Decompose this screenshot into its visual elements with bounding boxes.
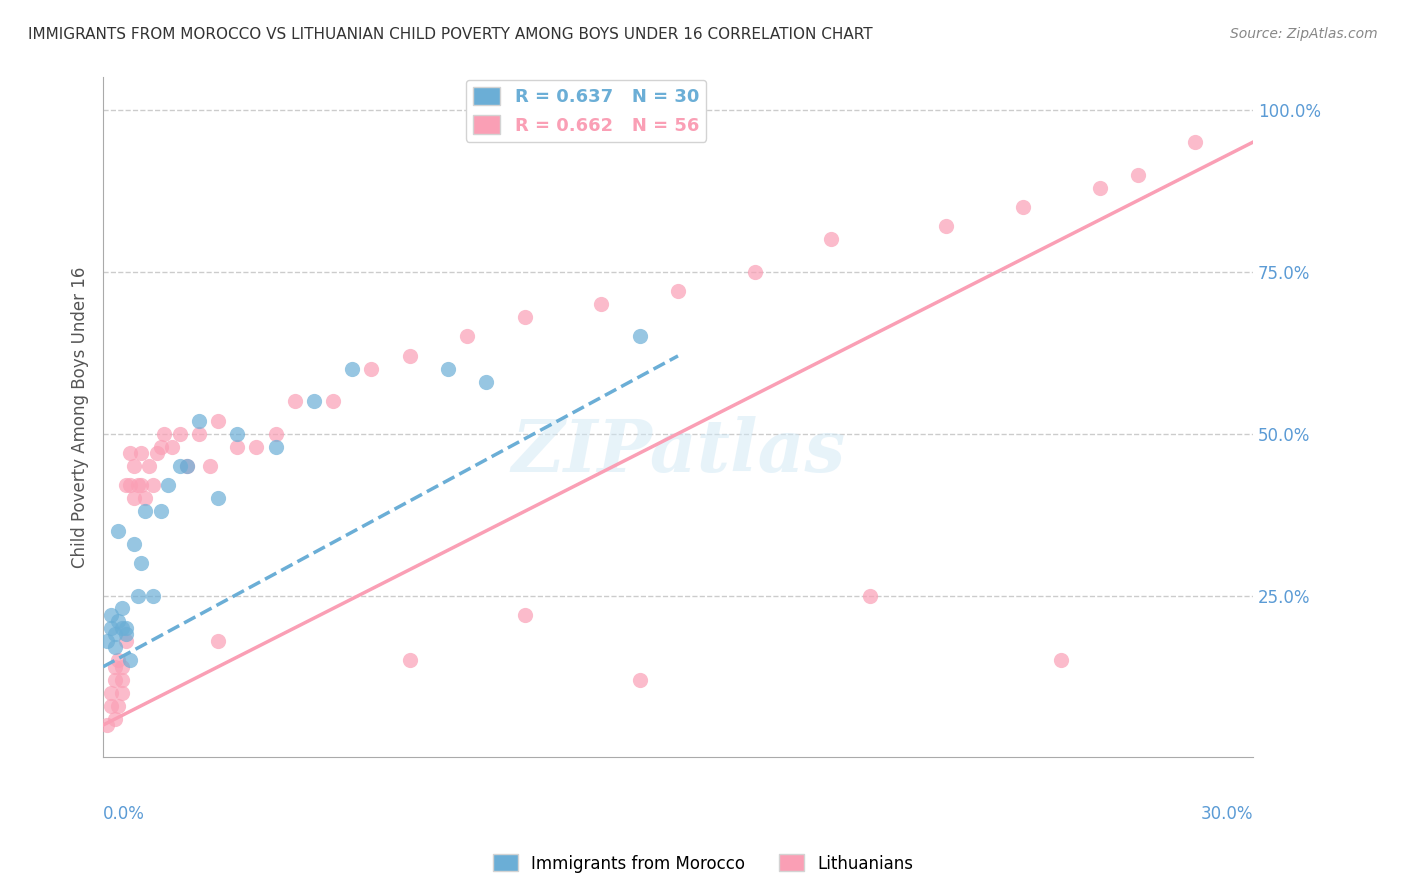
- Point: [100, 686, 122, 700]
- Point: [111, 621, 134, 635]
- Point: [628, 329, 651, 343]
- Point: [245, 440, 267, 454]
- Point: [264, 426, 287, 441]
- Point: [149, 440, 172, 454]
- Point: [360, 362, 382, 376]
- Point: [138, 458, 160, 473]
- Point: [115, 621, 138, 635]
- Point: [131, 478, 153, 492]
- Point: [207, 491, 229, 506]
- Point: [858, 589, 880, 603]
- Point: [100, 698, 122, 713]
- Point: [107, 615, 129, 629]
- Point: [160, 440, 183, 454]
- Point: [149, 504, 172, 518]
- Point: [115, 478, 138, 492]
- Point: [104, 673, 127, 687]
- Point: [513, 310, 536, 324]
- Point: [591, 297, 613, 311]
- Point: [118, 478, 141, 492]
- Point: [107, 698, 129, 713]
- Point: [169, 426, 191, 441]
- Point: [115, 633, 138, 648]
- Point: [456, 329, 478, 343]
- Point: [127, 478, 149, 492]
- Point: [207, 633, 229, 648]
- Text: ZIPatlas: ZIPatlas: [510, 416, 845, 487]
- Point: [100, 621, 122, 635]
- Point: [398, 653, 420, 667]
- Point: [513, 607, 536, 622]
- Point: [153, 426, 176, 441]
- Point: [1088, 180, 1111, 194]
- Point: [157, 478, 180, 492]
- Point: [122, 491, 145, 506]
- Point: [187, 426, 209, 441]
- Point: [104, 627, 127, 641]
- Point: [342, 362, 364, 376]
- Point: [107, 653, 129, 667]
- Point: [115, 627, 138, 641]
- Point: [111, 673, 134, 687]
- Point: [134, 491, 156, 506]
- Point: [398, 349, 420, 363]
- Point: [187, 414, 209, 428]
- Point: [1126, 168, 1149, 182]
- Point: [118, 446, 141, 460]
- Point: [628, 673, 651, 687]
- Point: [264, 440, 287, 454]
- Point: [100, 607, 122, 622]
- Point: [200, 458, 222, 473]
- Point: [176, 458, 198, 473]
- Point: [169, 458, 191, 473]
- Point: [111, 601, 134, 615]
- Text: IMMIGRANTS FROM MOROCCO VS LITHUANIAN CHILD POVERTY AMONG BOYS UNDER 16 CORRELAT: IMMIGRANTS FROM MOROCCO VS LITHUANIAN CH…: [28, 27, 873, 42]
- Point: [284, 394, 307, 409]
- Point: [176, 458, 198, 473]
- Point: [226, 440, 249, 454]
- Point: [104, 712, 127, 726]
- Point: [142, 589, 165, 603]
- Legend: R = 0.637   N = 30, R = 0.662   N = 56: R = 0.637 N = 30, R = 0.662 N = 56: [465, 79, 706, 142]
- Point: [134, 504, 156, 518]
- Point: [226, 426, 249, 441]
- Point: [96, 633, 118, 648]
- Point: [1184, 135, 1206, 149]
- Text: Source: ZipAtlas.com: Source: ZipAtlas.com: [1230, 27, 1378, 41]
- Point: [111, 686, 134, 700]
- Point: [820, 232, 842, 246]
- Point: [122, 537, 145, 551]
- Point: [104, 659, 127, 673]
- Point: [127, 589, 149, 603]
- Point: [107, 524, 129, 538]
- Point: [322, 394, 344, 409]
- Point: [302, 394, 325, 409]
- Text: 30.0%: 30.0%: [1201, 805, 1253, 823]
- Point: [1050, 653, 1073, 667]
- Point: [475, 375, 498, 389]
- Point: [437, 362, 460, 376]
- Point: [207, 414, 229, 428]
- Point: [146, 446, 169, 460]
- Point: [935, 219, 957, 234]
- Point: [1012, 200, 1035, 214]
- Point: [131, 446, 153, 460]
- Point: [142, 478, 165, 492]
- Point: [104, 640, 127, 655]
- Point: [111, 659, 134, 673]
- Point: [122, 458, 145, 473]
- Point: [96, 718, 118, 732]
- Point: [131, 556, 153, 570]
- Point: [744, 265, 766, 279]
- Text: 0.0%: 0.0%: [103, 805, 145, 823]
- Point: [666, 284, 689, 298]
- Legend: Immigrants from Morocco, Lithuanians: Immigrants from Morocco, Lithuanians: [486, 847, 920, 880]
- Point: [118, 653, 141, 667]
- Y-axis label: Child Poverty Among Boys Under 16: Child Poverty Among Boys Under 16: [72, 267, 89, 568]
